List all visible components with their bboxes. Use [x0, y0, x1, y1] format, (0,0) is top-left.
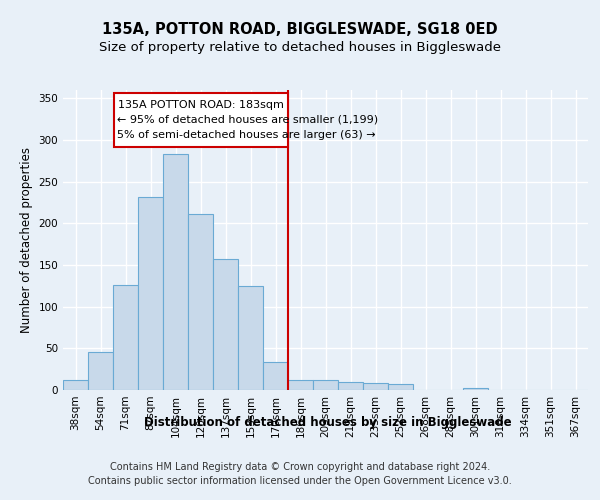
Bar [289, 380, 313, 390]
Bar [338, 382, 362, 390]
Bar [364, 382, 388, 390]
Text: Size of property relative to detached houses in Biggleswade: Size of property relative to detached ho… [99, 41, 501, 54]
Bar [188, 214, 212, 390]
Bar [88, 352, 113, 390]
Bar [163, 154, 188, 390]
Text: 5% of semi-detached houses are larger (63) →: 5% of semi-detached houses are larger (6… [117, 130, 376, 140]
Text: 135A, POTTON ROAD, BIGGLESWADE, SG18 0ED: 135A, POTTON ROAD, BIGGLESWADE, SG18 0ED [102, 22, 498, 38]
Text: 135A POTTON ROAD: 183sqm: 135A POTTON ROAD: 183sqm [118, 100, 284, 110]
Text: Contains public sector information licensed under the Open Government Licence v3: Contains public sector information licen… [88, 476, 512, 486]
Bar [139, 196, 163, 390]
Y-axis label: Number of detached properties: Number of detached properties [20, 147, 33, 333]
Bar [313, 380, 338, 390]
Text: ← 95% of detached houses are smaller (1,199): ← 95% of detached houses are smaller (1,… [117, 115, 379, 125]
Bar [388, 384, 413, 390]
Bar [463, 388, 488, 390]
Bar [64, 380, 88, 390]
Bar [214, 259, 238, 390]
Text: Contains HM Land Registry data © Crown copyright and database right 2024.: Contains HM Land Registry data © Crown c… [110, 462, 490, 472]
Bar [238, 286, 263, 390]
Bar [263, 362, 287, 390]
Bar [113, 285, 137, 390]
Text: Distribution of detached houses by size in Biggleswade: Distribution of detached houses by size … [145, 416, 512, 429]
Bar [114, 94, 288, 146]
